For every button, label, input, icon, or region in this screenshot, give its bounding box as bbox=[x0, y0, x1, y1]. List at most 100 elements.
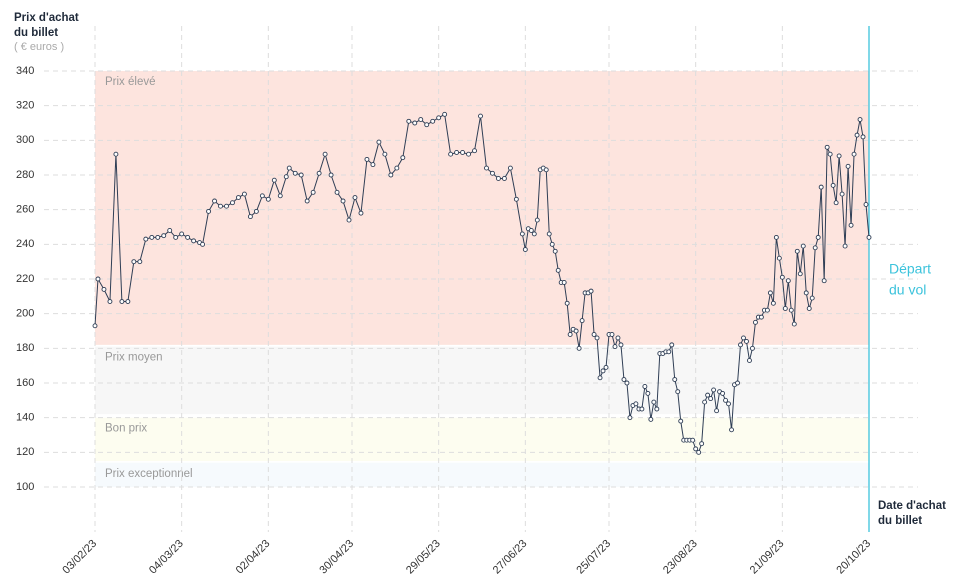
x-tick-label: 25/07/23 bbox=[574, 538, 613, 577]
price-point bbox=[720, 390, 726, 396]
price-zone bbox=[95, 346, 869, 415]
price-point bbox=[675, 389, 681, 395]
price-zone bbox=[95, 462, 869, 487]
price-point bbox=[624, 380, 630, 386]
y-tick-label: 120 bbox=[16, 446, 34, 458]
price-point bbox=[573, 328, 579, 334]
price-point bbox=[848, 222, 854, 228]
price-point bbox=[549, 241, 555, 247]
price-point bbox=[600, 368, 606, 374]
price-point bbox=[513, 196, 519, 202]
price-point bbox=[806, 306, 812, 311]
price-point bbox=[555, 267, 561, 273]
price-point bbox=[253, 208, 259, 214]
price-point bbox=[726, 401, 731, 407]
price-point bbox=[310, 189, 316, 195]
price-point bbox=[818, 184, 824, 190]
price-point bbox=[292, 170, 298, 176]
zone-label: Bon prix bbox=[105, 423, 147, 435]
price-point bbox=[358, 210, 364, 216]
price-point bbox=[645, 390, 651, 396]
x-tick-label: 29/05/23 bbox=[404, 538, 443, 577]
price-point bbox=[277, 193, 283, 199]
price-point bbox=[690, 437, 696, 443]
price-point bbox=[179, 231, 185, 237]
price-point bbox=[827, 151, 833, 157]
y-tick-label: 260 bbox=[16, 204, 34, 216]
price-point bbox=[430, 118, 436, 124]
price-point bbox=[212, 198, 217, 204]
price-point bbox=[522, 247, 528, 252]
price-point bbox=[191, 238, 197, 244]
price-point bbox=[615, 335, 621, 341]
price-point bbox=[265, 196, 271, 202]
price-point bbox=[495, 176, 501, 181]
price-point bbox=[328, 172, 334, 178]
price-point bbox=[346, 217, 352, 223]
price-point bbox=[776, 255, 782, 261]
price-point bbox=[119, 299, 125, 304]
price-point bbox=[708, 396, 714, 402]
price-point bbox=[672, 377, 678, 382]
price-point bbox=[101, 286, 107, 292]
price-point bbox=[406, 118, 412, 124]
price-point bbox=[714, 408, 720, 414]
price-point bbox=[448, 151, 454, 157]
price-point bbox=[812, 245, 818, 251]
price-point bbox=[803, 290, 809, 296]
price-point bbox=[370, 162, 376, 168]
price-point bbox=[322, 151, 328, 157]
departure-label: du vol bbox=[889, 282, 926, 298]
price-point bbox=[316, 170, 322, 176]
price-point bbox=[845, 163, 851, 169]
y-axis-unit: ( € euros ) bbox=[14, 41, 64, 53]
y-axis-title: Prix d'achat bbox=[14, 12, 79, 24]
price-point bbox=[788, 307, 794, 313]
price-point bbox=[696, 449, 702, 455]
y-tick-label: 300 bbox=[16, 134, 34, 146]
price-point bbox=[588, 288, 594, 294]
price-point bbox=[785, 278, 791, 284]
price-point bbox=[576, 345, 582, 351]
price-point bbox=[779, 274, 785, 280]
price-point bbox=[794, 248, 800, 254]
price-point bbox=[376, 139, 382, 145]
price-point bbox=[466, 151, 472, 157]
price-point bbox=[436, 115, 442, 121]
price-point bbox=[642, 384, 648, 389]
price-point bbox=[591, 332, 597, 337]
price-point bbox=[678, 418, 684, 424]
price-point bbox=[618, 342, 624, 348]
price-point bbox=[490, 170, 495, 176]
price-point bbox=[738, 342, 743, 348]
price-point bbox=[283, 174, 289, 180]
price-point bbox=[161, 233, 167, 239]
price-point bbox=[125, 299, 131, 304]
price-point bbox=[155, 234, 161, 240]
x-axis-title: Date d'achat bbox=[878, 500, 946, 512]
price-point bbox=[185, 234, 191, 240]
price-point bbox=[669, 342, 675, 348]
price-point bbox=[418, 117, 424, 122]
price-point bbox=[382, 151, 388, 157]
x-tick-label: 23/08/23 bbox=[661, 538, 700, 577]
price-point bbox=[340, 198, 346, 204]
price-point bbox=[633, 401, 639, 407]
price-point bbox=[851, 151, 857, 157]
price-point bbox=[860, 134, 866, 140]
price-point bbox=[241, 191, 247, 197]
price-point bbox=[773, 234, 779, 240]
price-point bbox=[230, 200, 235, 206]
price-point bbox=[735, 380, 740, 386]
price-point bbox=[666, 349, 672, 355]
y-tick-label: 180 bbox=[16, 342, 34, 354]
price-point bbox=[809, 295, 815, 301]
price-point bbox=[791, 321, 797, 327]
price-point bbox=[639, 406, 645, 412]
zone-label: Prix élevé bbox=[105, 76, 156, 88]
price-point bbox=[824, 144, 830, 150]
price-point bbox=[767, 290, 773, 296]
price-point bbox=[782, 306, 788, 311]
price-point bbox=[764, 307, 770, 313]
